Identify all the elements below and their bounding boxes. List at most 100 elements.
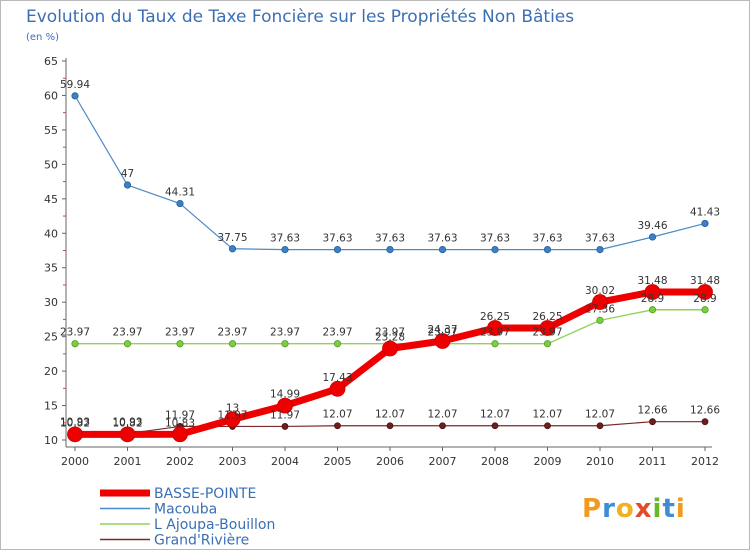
data-label-grand-riviere: 11.97 — [165, 409, 195, 421]
data-label-ajoupa-bouillon: 23.97 — [270, 327, 300, 339]
series-line-macouba — [74, 95, 706, 251]
chart-subtitle: (en %) — [26, 32, 59, 43]
data-label-basse-pointe: 17.43 — [322, 372, 352, 384]
data-point-basse-pointe — [382, 340, 398, 357]
data-point-grand-riviere — [544, 422, 551, 430]
data-point-ajoupa-bouillon — [543, 340, 552, 348]
data-point-basse-pointe — [592, 294, 608, 310]
legend-label-macouba: Macouba — [154, 502, 217, 518]
legend-item-ajoupa-bouillon: L Ajoupa-Bouillon — [100, 517, 275, 533]
data-point-ajoupa-bouillon — [228, 340, 237, 348]
x-tick-label: 2001 — [114, 455, 142, 468]
data-label-grand-riviere: 12.66 — [690, 405, 720, 417]
data-label-grand-riviere: 12.07 — [480, 409, 510, 421]
data-label-macouba: 41.43 — [690, 206, 720, 218]
data-label-grand-riviere: 11.97 — [270, 409, 300, 421]
y-tick-label: 40 — [44, 227, 58, 240]
data-point-grand-riviere — [334, 422, 341, 430]
data-label-grand-riviere: 12.07 — [585, 409, 615, 421]
data-point-macouba — [701, 219, 709, 228]
data-label-basse-pointe: 13 — [226, 402, 239, 414]
y-tick-label: 60 — [44, 89, 58, 102]
y-tick-label: 50 — [44, 158, 58, 171]
data-point-ajoupa-bouillon — [333, 340, 342, 348]
data-label-macouba: 37.63 — [480, 233, 510, 245]
data-point-macouba — [543, 246, 552, 254]
series-layer — [67, 92, 713, 443]
x-tick-label: 2002 — [166, 455, 194, 468]
data-point-basse-pointe — [172, 426, 188, 443]
data-label-basse-pointe: 26.25 — [480, 311, 510, 323]
data-point-basse-pointe — [67, 426, 83, 443]
data-label-ajoupa-bouillon: 23.97 — [60, 327, 90, 339]
data-point-basse-pointe — [329, 380, 346, 397]
data-label-basse-pointe: 31.48 — [637, 275, 667, 287]
data-label-macouba: 37.63 — [322, 233, 352, 245]
legend-label-grand-riviere: Grand'Rivière — [154, 533, 249, 549]
data-point-grand-riviere — [386, 422, 394, 430]
data-labels: 10.82 10.82 10.83 13 14.99 17.43 23.28 24.37 26.… — [60, 79, 720, 429]
data-label-ajoupa-bouillon: 23.97 — [427, 327, 457, 339]
data-label-grand-riviere: 10.93 — [112, 417, 142, 429]
data-label-macouba: 37.63 — [427, 233, 457, 245]
data-label-ajoupa-bouillon: 23.97 — [217, 327, 247, 339]
y-tick-label: 15 — [44, 400, 58, 413]
data-point-macouba — [596, 246, 604, 254]
legend-item-grand-riviere: Grand'Rivière — [100, 533, 249, 549]
data-point-basse-pointe — [644, 284, 661, 300]
data-point-basse-pointe — [487, 320, 503, 336]
y-tick-label: 55 — [44, 124, 58, 137]
data-label-basse-pointe: 23.28 — [375, 331, 405, 343]
data-label-basse-pointe: 10.82 — [60, 417, 90, 429]
data-label-basse-pointe: 10.82 — [112, 417, 142, 429]
data-label-grand-riviere: 12.66 — [637, 405, 667, 417]
data-label-macouba: 39.46 — [637, 220, 667, 232]
axes: 10 15 20 25 30 35 40 45 50 55 60 65 2000 2001 2002 2003… — [44, 55, 719, 468]
data-point-basse-pointe — [277, 397, 293, 414]
data-point-grand-riviere — [281, 423, 289, 430]
data-label-basse-pointe: 30.02 — [585, 285, 615, 297]
data-label-grand-riviere: 10.93 — [60, 417, 90, 429]
data-point-basse-pointe — [697, 284, 713, 300]
data-point-macouba — [648, 233, 657, 241]
data-point-grand-riviere — [701, 418, 709, 426]
x-tick-label: 2007 — [429, 455, 457, 468]
data-point-grand-riviere — [596, 422, 604, 430]
data-point-macouba — [491, 246, 499, 254]
y-tick-label: 35 — [44, 262, 58, 275]
data-point-macouba — [386, 246, 394, 254]
data-point-basse-pointe — [224, 411, 241, 428]
x-tick-label: 2009 — [534, 455, 562, 468]
data-point-ajoupa-bouillon — [596, 316, 604, 324]
data-point-macouba — [333, 246, 342, 254]
data-label-macouba: 37.63 — [270, 233, 300, 245]
data-point-macouba — [123, 181, 132, 189]
legend-item-macouba: Macouba — [100, 502, 217, 518]
series-macouba — [71, 92, 709, 254]
data-point-ajoupa-bouillon — [281, 340, 289, 348]
data-point-ajoupa-bouillon — [176, 340, 184, 348]
data-label-macouba: 37.63 — [532, 233, 562, 245]
data-label-macouba: 37.63 — [375, 233, 405, 245]
data-point-macouba — [228, 245, 237, 253]
data-point-ajoupa-bouillon — [648, 306, 657, 314]
data-point-basse-pointe — [539, 320, 556, 336]
data-label-macouba: 37.63 — [585, 233, 615, 245]
series-basse-pointe — [67, 284, 713, 443]
svg-text:Proxiti: Proxiti — [582, 494, 686, 524]
data-label-ajoupa-bouillon: 23.97 — [165, 327, 195, 339]
data-point-macouba — [71, 92, 79, 100]
data-label-macouba: 37.75 — [217, 232, 247, 244]
x-tick-label: 2006 — [376, 455, 404, 468]
data-point-macouba — [281, 246, 289, 254]
data-point-macouba — [438, 246, 447, 254]
data-label-grand-riviere: 12.07 — [427, 409, 457, 421]
y-tick-label: 65 — [44, 55, 58, 68]
data-label-basse-pointe: 24.37 — [427, 324, 457, 336]
x-tick-label: 2005 — [324, 455, 352, 468]
legend-label-basse-pointe: BASSE-POINTE — [154, 486, 256, 502]
legend-label-ajoupa-bouillon: L Ajoupa-Bouillon — [154, 517, 275, 533]
x-tick-label: 2011 — [639, 455, 667, 468]
